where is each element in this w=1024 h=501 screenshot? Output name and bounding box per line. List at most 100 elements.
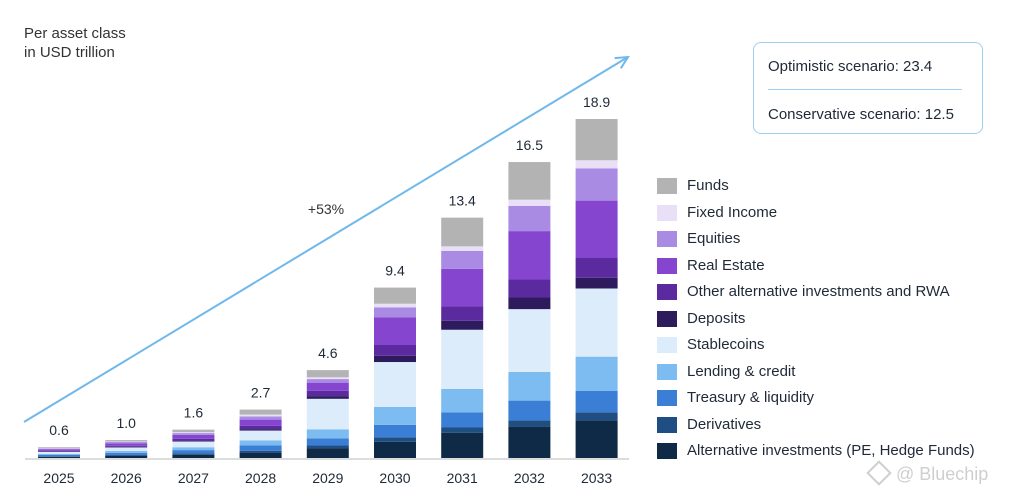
x-tick-label: 2029 — [312, 470, 343, 486]
total-label: 1.0 — [116, 415, 136, 431]
bar-segment — [306, 445, 349, 449]
bar-segment — [38, 447, 80, 449]
bar-segment — [441, 246, 484, 251]
scenario-box: Optimistic scenario: 23.4 Conservative s… — [753, 42, 983, 134]
total-label: 1.6 — [184, 405, 204, 421]
bar-segment — [306, 390, 349, 397]
bar-segment — [105, 441, 148, 443]
bar-segment — [38, 454, 80, 457]
legend-swatch — [657, 363, 677, 380]
bar-segment — [105, 455, 148, 458]
bar-segment — [239, 419, 282, 426]
unit-label: Per asset class in USD trillion — [24, 24, 126, 62]
scenario-divider — [768, 89, 962, 90]
bar-segment — [239, 430, 282, 441]
x-tick-label: 2033 — [581, 470, 612, 486]
bar-segment — [38, 448, 80, 449]
bar-segment — [172, 450, 215, 454]
bar-segment — [38, 449, 80, 451]
bar-segment — [239, 409, 282, 415]
legend-label: Lending & credit — [687, 362, 796, 380]
total-label: 13.4 — [449, 193, 476, 209]
legend-swatch — [657, 390, 677, 406]
bar-segment — [374, 317, 416, 345]
bar-segment — [306, 382, 349, 391]
legend-label: Equities — [687, 230, 741, 247]
bar-segment — [105, 451, 148, 453]
growth-arrow — [23, 57, 628, 423]
legend-swatch — [657, 204, 677, 221]
bar-segment — [575, 288, 618, 357]
bar-segment — [306, 448, 349, 458]
bar-segment — [441, 412, 484, 428]
bar-segment — [441, 217, 484, 247]
total-label: 16.5 — [516, 137, 543, 153]
bar-segment — [306, 438, 349, 446]
watermark-text: @ Bluechip — [896, 464, 989, 484]
legend-swatch — [657, 178, 677, 194]
x-tick-label: 2027 — [178, 470, 209, 486]
bar-segment — [508, 279, 551, 298]
bar-segment — [306, 396, 349, 399]
unit-label-line2: in USD trillion — [24, 44, 115, 61]
bar-segment — [575, 356, 618, 391]
bar-segment — [306, 398, 349, 430]
x-axis-labels: 2025 2026 2027 2028 2029 2030 2031 2032 2033 — [43, 470, 612, 486]
x-tick-label: 2028 — [245, 470, 276, 486]
legend-label: Stablecoins — [687, 336, 765, 353]
bar-segment — [172, 454, 215, 458]
optimistic-scenario: Optimistic scenario: 23.4 — [768, 58, 933, 75]
bar-segment — [575, 258, 618, 278]
bar-segment — [575, 160, 618, 169]
legend-swatch — [657, 337, 677, 353]
bar-segment — [374, 437, 416, 442]
bar-segment — [374, 307, 416, 318]
legend-swatch — [657, 310, 677, 327]
bar-segment — [441, 388, 484, 413]
x-tick-label: 2030 — [379, 470, 410, 486]
conservative-scenario: Conservative scenario: 12.5 — [768, 106, 954, 123]
x-tick-label: 2032 — [514, 470, 545, 486]
legend-label: Real Estate — [687, 256, 765, 274]
bluechip-logo-icon — [866, 460, 892, 486]
legend-label: Funds — [687, 177, 729, 194]
bar-segment — [306, 377, 349, 380]
bar-segment — [105, 447, 148, 452]
bar-segment — [575, 168, 618, 201]
bar-segment — [105, 443, 148, 446]
bar-segment — [575, 412, 618, 421]
x-tick-label: 2025 — [43, 470, 74, 486]
bar-segment — [508, 420, 551, 427]
bar-segment — [374, 362, 416, 407]
bar-segment — [306, 379, 349, 383]
bar-segment — [38, 451, 80, 454]
bar-segment — [508, 426, 551, 458]
total-label: 2.7 — [251, 385, 271, 401]
bar-segment — [172, 433, 215, 435]
bar-segment — [508, 371, 551, 401]
legend-swatch — [657, 284, 677, 300]
x-tick-label: 2026 — [111, 470, 142, 486]
bar-segment — [38, 453, 80, 455]
bar-segment — [239, 440, 282, 446]
bar-segment — [441, 432, 484, 458]
bar-segment — [105, 442, 148, 444]
bar-segment — [374, 406, 416, 425]
bar-segment — [38, 451, 80, 452]
total-label: 0.6 — [49, 422, 69, 438]
bar-segment — [172, 429, 215, 433]
bar-segment — [374, 424, 416, 438]
bar-segment — [575, 119, 618, 161]
bar-segment — [441, 320, 484, 330]
legend-label: Derivatives — [687, 415, 762, 433]
bar-segment — [575, 200, 618, 259]
bar-segment — [441, 268, 484, 307]
bar-segment — [105, 454, 148, 456]
bar-segment — [575, 277, 618, 289]
bar-segment — [172, 441, 215, 448]
bar-segment — [306, 370, 349, 378]
legend-label: Deposits — [687, 309, 746, 327]
bar-segment — [306, 429, 349, 439]
bar-segment — [172, 432, 215, 434]
bars-group — [38, 119, 618, 458]
